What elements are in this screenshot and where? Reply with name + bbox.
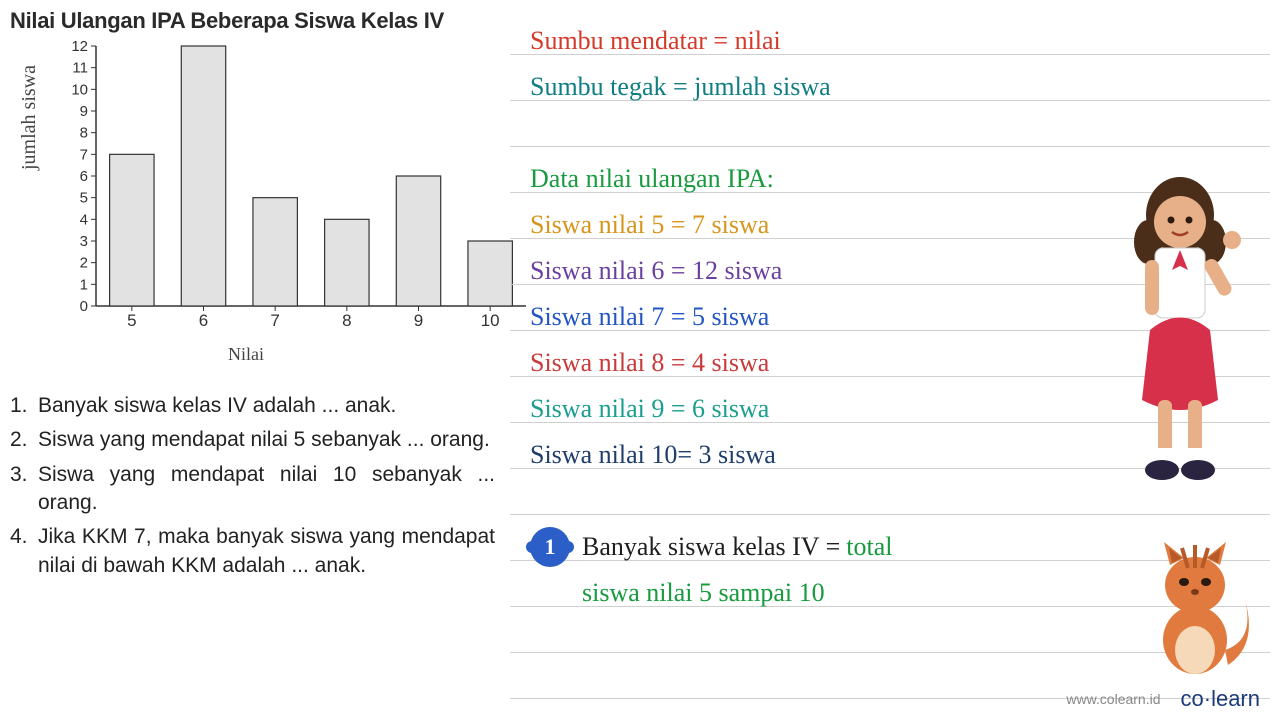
svg-text:9: 9 [80,103,88,120]
footer-url: www.colearn.id [1066,691,1160,707]
chart-xlabel: Nilai [228,344,264,365]
brand-part-a: co [1181,686,1204,711]
answer-text-1a: Banyak siswa kelas IV = [582,532,840,562]
answer-text-1b: total [846,532,892,562]
question-item: 4.Jika KKM 7, maka banyak siswa yang men… [10,523,495,580]
question-item: 2.Siswa yang mendapat nilai 5 sebanyak .… [10,426,495,454]
bar-chart: jumlah siswa 01234567891011125678910 Nil… [28,40,495,340]
svg-text:5: 5 [127,311,136,330]
svg-text:2: 2 [80,255,88,272]
note-data-6: Siswa nilai 6 = 12 siswa [530,248,892,294]
svg-text:10: 10 [71,81,88,98]
brand-dot-icon: · [1204,686,1211,711]
brand-part-b: learn [1211,686,1260,711]
chart-ylabel: jumlah siswa [18,65,41,170]
chart-svg: 01234567891011125678910 [58,40,532,334]
question-text: Jika KKM 7, maka banyak siswa yang menda… [38,523,495,580]
svg-text:6: 6 [199,311,208,330]
svg-text:3: 3 [80,233,88,250]
question-text: Siswa yang mendapat nilai 5 sebanyak ...… [38,426,495,454]
note-axis-y: Sumbu tegak = jumlah siswa [530,64,892,110]
question-number: 4. [10,523,38,580]
student-girl-illustration [1110,170,1250,500]
page-title: Nilai Ulangan IPA Beberapa Siswa Kelas I… [10,8,495,34]
svg-text:4: 4 [80,211,88,228]
cat-illustration [1140,530,1260,680]
answer-line-2: siswa nilai 5 sampai 10 [530,570,892,616]
svg-text:9: 9 [414,311,423,330]
brand-logo: co·learn [1181,686,1261,712]
svg-text:12: 12 [71,40,88,55]
svg-text:7: 7 [80,146,88,163]
question-list: 1.Banyak siswa kelas IV adalah ... anak.… [10,392,495,580]
svg-text:0: 0 [80,298,88,315]
note-data-10: Siswa nilai 10= 3 siswa [530,432,892,478]
question-number: 3. [10,461,38,518]
question-item: 3.Siswa yang mendapat nilai 10 sebanyak … [10,461,495,518]
svg-text:10: 10 [481,311,500,330]
note-data-header: Data nilai ulangan IPA: [530,156,892,202]
svg-text:8: 8 [80,125,88,142]
question-item: 1.Banyak siswa kelas IV adalah ... anak. [10,392,495,420]
note-axis-x: Sumbu mendatar = nilai [530,18,892,64]
notes-area: Sumbu mendatar = nilai Sumbu tegak = jum… [530,18,892,616]
note-data-5: Siswa nilai 5 = 7 siswa [530,202,892,248]
svg-text:8: 8 [342,311,351,330]
svg-text:5: 5 [80,190,88,207]
answer-badge: 1 [530,527,570,567]
question-number: 2. [10,426,38,454]
note-data-8: Siswa nilai 8 = 4 siswa [530,340,892,386]
question-number: 1. [10,392,38,420]
note-data-9: Siswa nilai 9 = 6 siswa [530,386,892,432]
svg-text:11: 11 [72,60,88,77]
question-text: Banyak siswa kelas IV adalah ... anak. [38,392,495,420]
question-text: Siswa yang mendapat nilai 10 sebanyak ..… [38,461,495,518]
svg-text:7: 7 [270,311,279,330]
note-data-7: Siswa nilai 7 = 5 siswa [530,294,892,340]
svg-text:1: 1 [80,276,88,293]
svg-text:6: 6 [80,168,88,185]
answer-line-1: 1 Banyak siswa kelas IV = total [530,524,892,570]
footer: www.colearn.id co·learn [1066,686,1260,712]
